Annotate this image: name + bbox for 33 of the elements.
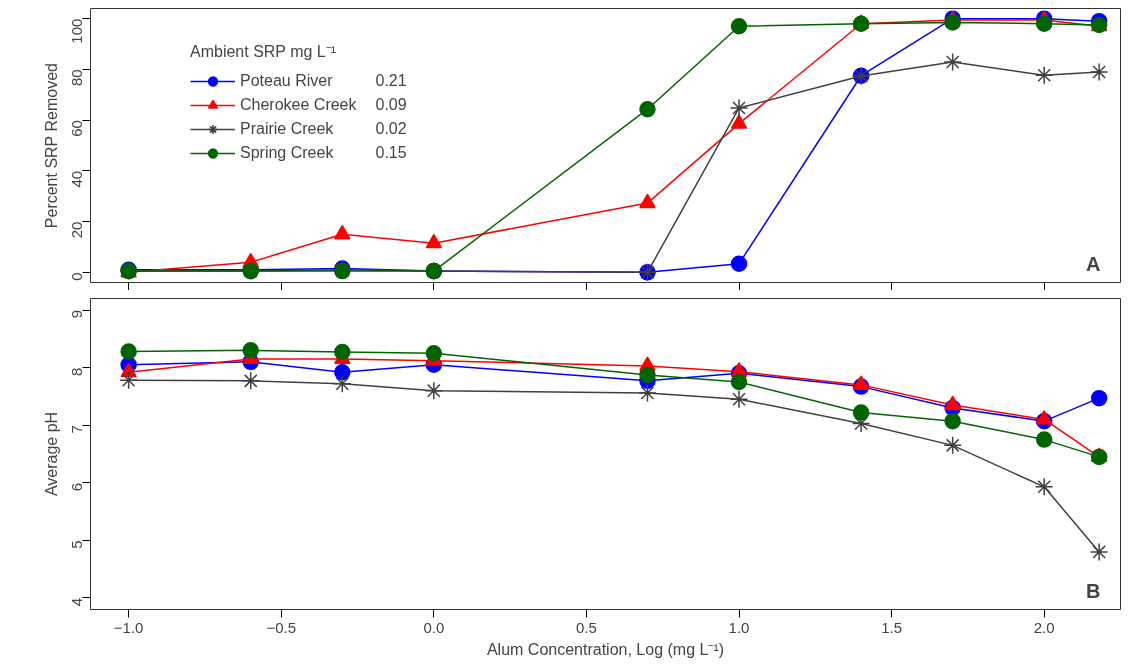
x-tick-label: −1.0 [113,618,144,636]
y-tick-label: 9 [68,310,86,319]
legend-label: Poteau River [240,71,333,91]
legend-title: Ambient SRP mg L⁻¹ [190,42,338,62]
y-tick-label: 7 [68,425,86,434]
annotation: 0.21 [375,71,407,89]
y-tick-label: 20 [68,221,86,239]
annotation: 0.15 [375,143,407,161]
y-axis-title: Average pH [42,411,60,497]
x-tick-label: 0.5 [576,618,597,636]
x-tick-label: −0.5 [266,618,297,636]
annotation: B [1086,579,1101,602]
legend-label: Prairie Creek [240,119,334,139]
y-tick-label: 80 [68,69,86,87]
y-tick-label: 6 [68,482,86,492]
legend-label: Spring Creek [240,143,334,163]
x-axis-title: Alum Concentration, Log (mg L⁻¹) [486,640,725,658]
x-tick-label: 2.0 [1033,618,1055,636]
legend-label: Cherokee Creek [240,95,357,115]
annotation: 0.09 [375,95,407,113]
x-tick-label: 1.5 [881,618,903,636]
annotation: A [1086,252,1101,275]
y-tick-label: 5 [68,540,86,549]
y-tick-label: 0 [68,272,86,281]
y-tick-label: 100 [68,18,86,44]
x-tick-label: 0.0 [423,618,445,636]
y-tick-label: 40 [68,170,86,188]
y-tick-label: 4 [68,597,86,607]
x-tick-label: 1.0 [728,618,750,636]
y-tick-label: 8 [68,367,86,376]
annotation: 0.02 [375,119,407,137]
y-axis-title: Percent SRP Removed [42,63,60,229]
y-tick-label: 60 [68,120,86,137]
